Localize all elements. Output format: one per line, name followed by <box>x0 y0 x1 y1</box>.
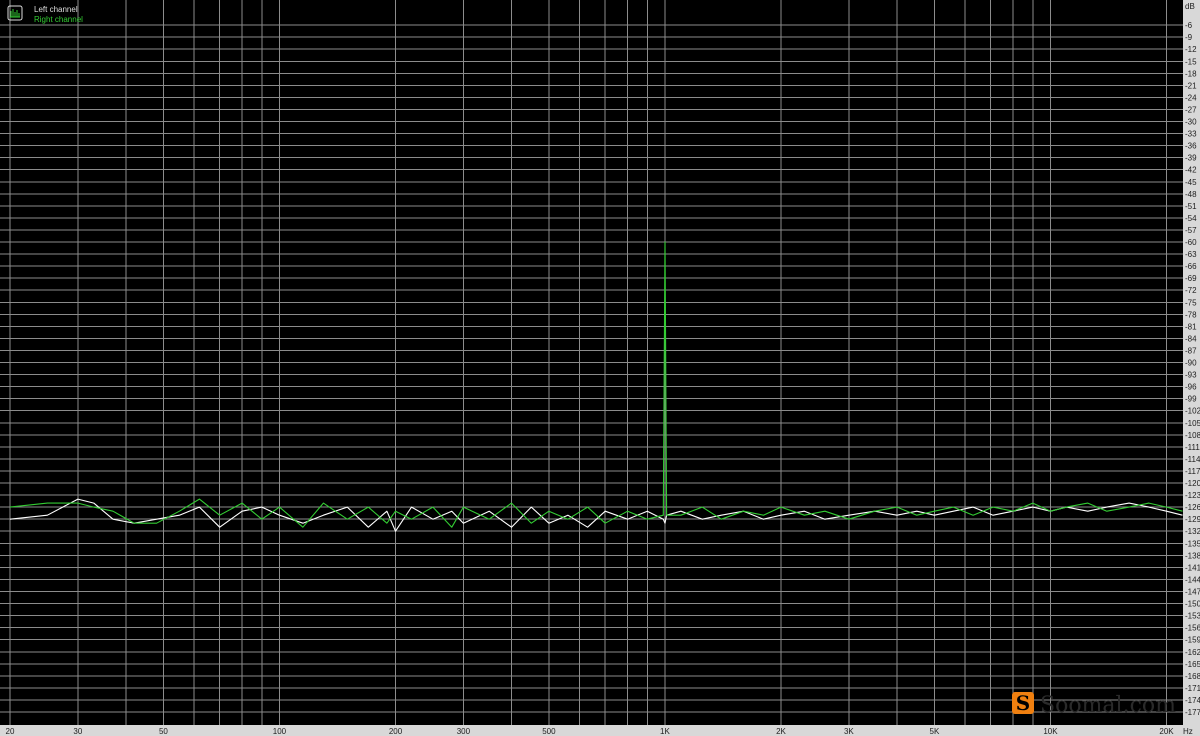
x-tick-label: 20K <box>1159 727 1174 736</box>
x-tick-label: 100 <box>273 727 287 736</box>
y-tick-label: -159 <box>1185 636 1200 645</box>
y-tick-label: -84 <box>1185 334 1197 343</box>
x-unit-label: Hz <box>1183 727 1193 736</box>
y-tick-label: -21 <box>1185 81 1197 90</box>
y-tick-label: -24 <box>1185 93 1197 102</box>
y-tick-label: -111 <box>1185 443 1200 452</box>
x-tick-label: 200 <box>389 727 403 736</box>
legend-chart-icon[interactable] <box>7 5 23 21</box>
y-tick-label: -81 <box>1185 322 1197 331</box>
watermark: S Soomal.com <box>1012 691 1176 718</box>
y-tick-label: -90 <box>1185 359 1197 368</box>
y-tick-label: -99 <box>1185 395 1197 404</box>
y-tick-label: -12 <box>1185 45 1197 54</box>
x-tick-label: 1K <box>660 727 670 736</box>
y-tick-label: -102 <box>1185 407 1200 416</box>
y-tick-label: -6 <box>1185 21 1193 30</box>
y-tick-label: -33 <box>1185 130 1197 139</box>
y-tick-label: -57 <box>1185 226 1197 235</box>
y-tick-label: -39 <box>1185 154 1197 163</box>
y-tick-label: -177 <box>1185 708 1200 717</box>
y-tick-label: -87 <box>1185 346 1197 355</box>
y-tick-label: -9 <box>1185 33 1193 42</box>
y-tick-label: -15 <box>1185 57 1197 66</box>
y-tick-label: -45 <box>1185 178 1197 187</box>
x-tick-label: 2K <box>776 727 786 736</box>
y-tick-label: -123 <box>1185 491 1200 500</box>
y-tick-label: -144 <box>1185 575 1200 584</box>
y-tick-label: -66 <box>1185 262 1197 271</box>
y-tick-label: -171 <box>1185 684 1200 693</box>
x-tick-label: 20 <box>6 727 15 736</box>
y-tick-label: -138 <box>1185 551 1200 560</box>
legend-left-channel: Left channel <box>34 5 78 14</box>
y-tick-label: -114 <box>1185 455 1200 464</box>
x-tick-label: 300 <box>457 727 471 736</box>
y-tick-label: -48 <box>1185 190 1197 199</box>
y-tick-label: -108 <box>1185 431 1200 440</box>
y-tick-label: -75 <box>1185 298 1197 307</box>
y-tick-label: -54 <box>1185 214 1197 223</box>
x-tick-label: 5K <box>930 727 940 736</box>
x-tick-label: 500 <box>542 727 556 736</box>
watermark-text: Soomal.com <box>1040 693 1176 718</box>
watermark-logo <box>1012 692 1034 714</box>
legend-chart-icon-glyph <box>10 9 20 18</box>
y-tick-label: -63 <box>1185 250 1197 259</box>
y-tick-label: -174 <box>1185 696 1200 705</box>
y-tick-label: -18 <box>1185 69 1197 78</box>
y-tick-label: -36 <box>1185 142 1197 151</box>
right-channel-line <box>9 241 1183 528</box>
y-tick-label: -141 <box>1185 563 1200 572</box>
x-tick-label: 10K <box>1043 727 1058 736</box>
y-tick-label: -30 <box>1185 118 1197 127</box>
x-tick-label: 50 <box>159 727 168 736</box>
watermark-logo-letter: S <box>1016 691 1030 715</box>
y-tick-label: -153 <box>1185 612 1200 621</box>
legend: Left channel Right channel <box>7 5 83 24</box>
y-tick-label: -129 <box>1185 515 1200 524</box>
left-channel-line <box>9 498 1183 532</box>
y-tick-label: -165 <box>1185 660 1200 669</box>
y-tick-label: -93 <box>1185 371 1197 380</box>
y-tick-label: -69 <box>1185 274 1197 283</box>
y-tick-label: -132 <box>1185 527 1200 536</box>
y-tick-label: -168 <box>1185 672 1200 681</box>
y-tick-label: -117 <box>1185 467 1200 476</box>
y-tick-label: -105 <box>1185 419 1200 428</box>
y-tick-label: -147 <box>1185 587 1200 596</box>
y-unit-label: dB <box>1185 2 1195 11</box>
y-tick-label: -135 <box>1185 539 1200 548</box>
y-tick-label: -60 <box>1185 238 1197 247</box>
y-tick-label: -27 <box>1185 105 1197 114</box>
y-tick-label: -78 <box>1185 310 1197 319</box>
x-tick-label: 30 <box>73 727 82 736</box>
legend-right-channel: Right channel <box>34 15 83 24</box>
y-axis-labels: dB -6 -9 -12 -15 -18 -21 -24 -27 -30 -33 -36 -39 -42… <box>1185 2 1200 717</box>
series-group <box>9 241 1183 532</box>
y-tick-label: -96 <box>1185 383 1197 392</box>
y-tick-label: -156 <box>1185 624 1200 633</box>
x-tick-label: 3K <box>844 727 854 736</box>
grid <box>0 0 1183 725</box>
y-tick-label: -120 <box>1185 479 1200 488</box>
y-tick-label: -126 <box>1185 503 1200 512</box>
x-axis-labels: Hz 20 30 50 100 200 300 500 1K 2K 3K 5K 10K 20K <box>6 727 1193 736</box>
y-tick-label: -162 <box>1185 648 1200 657</box>
y-tick-label: -150 <box>1185 600 1200 609</box>
y-tick-label: -42 <box>1185 166 1197 175</box>
y-tick-label: -51 <box>1185 202 1197 211</box>
y-tick-label: -72 <box>1185 286 1197 295</box>
